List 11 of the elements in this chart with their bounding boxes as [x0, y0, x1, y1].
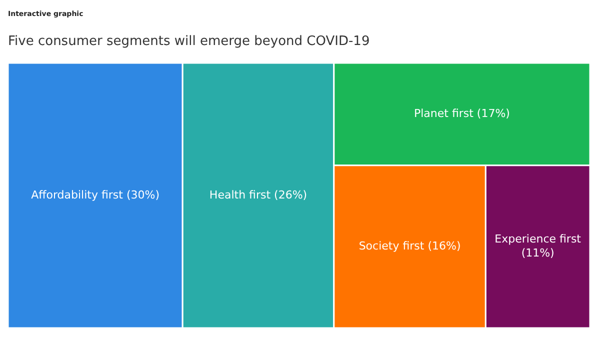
- category-label: Society first: [358, 240, 425, 253]
- text: Five consumer segments will emerge beyond COVID-19: [8, 34, 370, 49]
- data-label: (16%): [428, 240, 461, 253]
- data-label: (17%): [476, 107, 510, 120]
- category-label: Planet first: [414, 107, 474, 120]
- category-label: Experience first: [494, 232, 582, 246]
- category-label: Health first: [209, 188, 272, 202]
- data-label: (30%): [126, 188, 160, 202]
- data-label: (11%): [521, 246, 554, 260]
- data-label: (26%): [274, 188, 308, 202]
- category-label: Affordability first: [31, 188, 124, 202]
